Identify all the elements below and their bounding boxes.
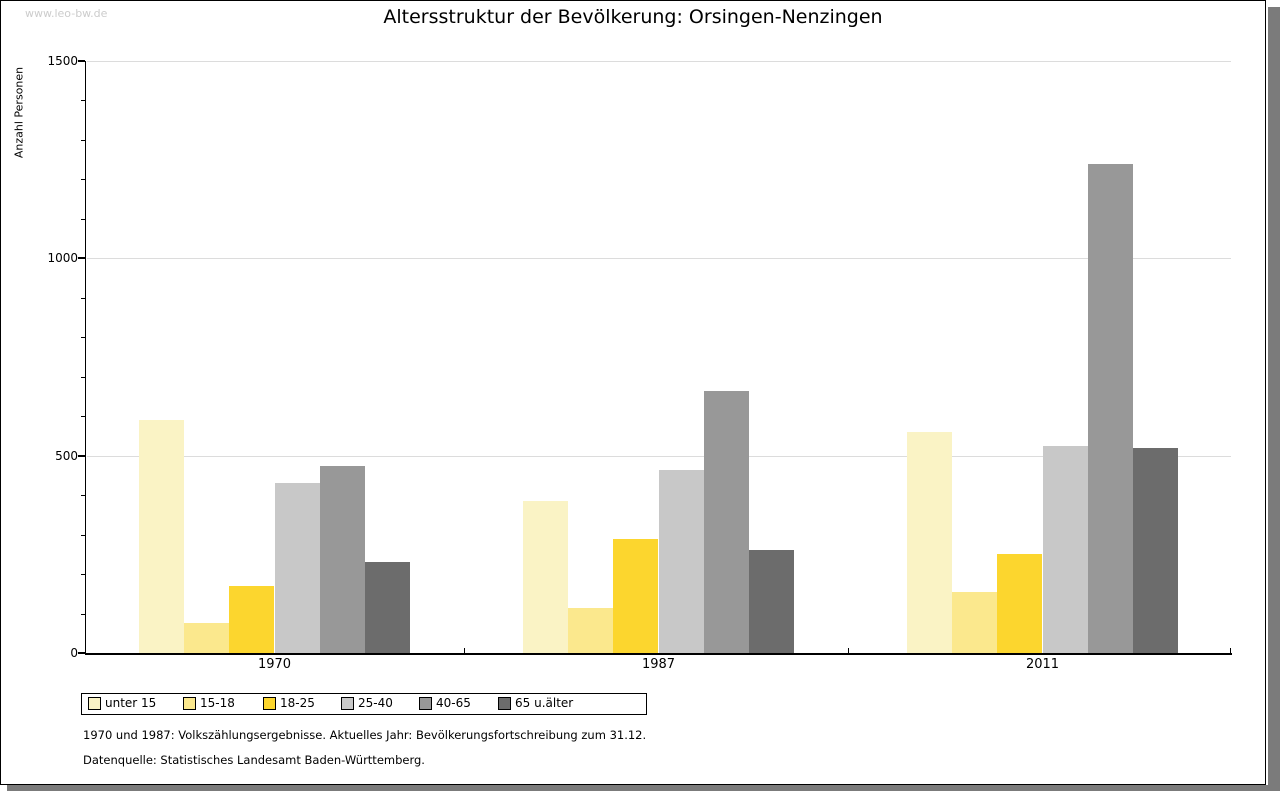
gridline-1000 xyxy=(87,258,1231,259)
legend-swatch-15-18 xyxy=(183,697,196,710)
bar-1970-25-40 xyxy=(274,483,320,653)
y-minor-tick-400 xyxy=(81,495,85,496)
y-axis-line xyxy=(85,61,86,655)
y-major-tick-500 xyxy=(78,455,85,457)
chart-title: Altersstruktur der Bevölkerung: Orsingen… xyxy=(383,6,883,28)
y-minor-tick-100 xyxy=(81,614,85,615)
y-tick-label-1500: 1500 xyxy=(47,54,78,68)
y-minor-tick-1100 xyxy=(81,219,85,220)
y-minor-tick-600 xyxy=(81,416,85,417)
gridline-1500 xyxy=(87,61,1231,62)
y-tick-label-0: 0 xyxy=(70,646,78,660)
legend-label-unter 15: unter 15 xyxy=(105,696,157,710)
frame-shadow-bottom xyxy=(7,785,1280,791)
watermark-text: www.leo-bw.de xyxy=(25,7,108,20)
y-major-tick-0 xyxy=(78,652,85,654)
legend: unter 15 15-18 18-25 25-40 40-65 65 u.älter xyxy=(81,693,647,715)
bar-1987-25-40 xyxy=(658,469,704,653)
frame-shadow-right xyxy=(1268,7,1280,791)
x-category-label: 1970 xyxy=(257,657,292,672)
bar-1970-40-65 xyxy=(319,465,366,653)
y-major-tick-1000 xyxy=(78,257,85,259)
legend-label-65 u.älter: 65 u.älter xyxy=(515,696,574,710)
x-tick xyxy=(464,648,465,653)
bar-2011-15-18 xyxy=(951,591,998,653)
bar-1970-65 u.älter xyxy=(365,562,411,653)
x-tick xyxy=(1230,648,1231,653)
legend-swatch-40-65 xyxy=(419,697,432,710)
legend-swatch-18-25 xyxy=(263,697,276,710)
y-minor-tick-300 xyxy=(81,535,85,536)
bar-2011-65 u.älter xyxy=(1133,447,1179,653)
bar-1987-unter 15 xyxy=(522,501,568,653)
bar-2011-18-25 xyxy=(997,554,1043,653)
y-tick-label-1000: 1000 xyxy=(47,251,78,265)
y-minor-tick-200 xyxy=(81,574,85,575)
x-category-label: 2011 xyxy=(1025,657,1060,672)
legend-label-18-25: 18-25 xyxy=(280,696,315,710)
y-tick-label-500: 500 xyxy=(55,449,78,463)
x-axis-line xyxy=(85,653,1232,655)
footnote-line-2: Datenquelle: Statistisches Landesamt Bad… xyxy=(83,753,425,767)
bar-1970-unter 15 xyxy=(138,420,184,653)
bar-1970-15-18 xyxy=(183,623,230,653)
y-minor-tick-1400 xyxy=(81,100,85,101)
bar-1987-40-65 xyxy=(703,390,750,653)
y-minor-tick-900 xyxy=(81,298,85,299)
bar-1987-65 u.älter xyxy=(749,550,795,653)
bar-1987-18-25 xyxy=(613,538,659,653)
footnote-line-1: 1970 und 1987: Volkszählungsergebnisse. … xyxy=(83,728,647,742)
y-minor-tick-800 xyxy=(81,337,85,338)
y-minor-tick-1200 xyxy=(81,179,85,180)
bar-1970-18-25 xyxy=(229,585,275,653)
legend-label-15-18: 15-18 xyxy=(200,696,235,710)
bar-1987-15-18 xyxy=(567,607,614,653)
x-category-label: 1987 xyxy=(641,657,676,672)
bar-2011-40-65 xyxy=(1087,163,1134,653)
x-tick xyxy=(848,648,849,653)
legend-swatch-65 u.älter xyxy=(498,697,511,710)
legend-swatch-25-40 xyxy=(341,697,354,710)
gridline-500 xyxy=(87,456,1231,457)
legend-label-40-65: 40-65 xyxy=(436,696,471,710)
legend-swatch-unter 15 xyxy=(88,697,101,710)
bar-2011-25-40 xyxy=(1042,445,1088,653)
y-minor-tick-1300 xyxy=(81,140,85,141)
y-minor-tick-700 xyxy=(81,377,85,378)
y-major-tick-1500 xyxy=(78,60,85,62)
y-axis-title: Anzahl Personen xyxy=(12,66,26,159)
bar-2011-unter 15 xyxy=(906,432,952,653)
legend-label-25-40: 25-40 xyxy=(358,696,393,710)
